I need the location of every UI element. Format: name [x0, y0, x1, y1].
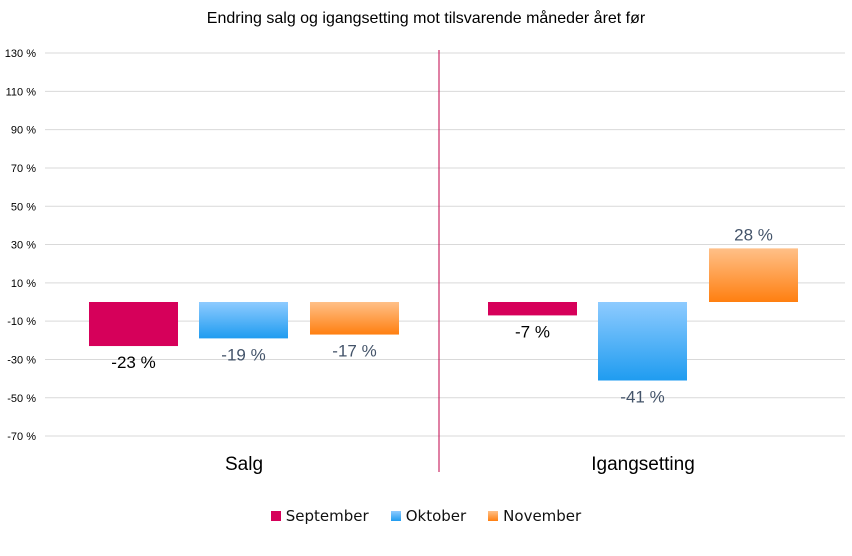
data-label: -41 %	[620, 388, 664, 407]
bar-oktober	[199, 302, 288, 339]
legend-label: Oktober	[405, 507, 467, 525]
y-tick-label: 70 %	[11, 163, 36, 175]
y-tick-label: 50 %	[11, 201, 36, 213]
y-tick-label: 90 %	[11, 125, 36, 137]
data-label: -7 %	[515, 322, 550, 341]
data-label: 28 %	[734, 225, 773, 244]
legend-label: September	[285, 507, 369, 525]
legend-item-oktober: Oktober	[390, 507, 467, 525]
legend-swatch	[270, 511, 281, 521]
legend-item-september: September	[270, 507, 369, 525]
x-category-label: Igangsetting	[591, 454, 695, 475]
x-category-label: Salg	[225, 454, 263, 475]
chart-title: Endring salg og igangsetting mot tilsvar…	[206, 10, 646, 27]
legend-item-november: November	[488, 507, 581, 525]
y-tick-label: -10 %	[7, 316, 36, 328]
plot-area: 130 % 110 % 90 % 70 % 50 % 30 % 10 % -10 % -30 %…	[5, 48, 845, 475]
data-label: -17 %	[332, 342, 376, 361]
bar-september	[89, 302, 178, 347]
data-label: -23 %	[111, 353, 155, 372]
legend: September Oktober November	[0, 507, 852, 525]
bar-oktober	[598, 302, 687, 381]
y-tick-label: 130 %	[5, 48, 36, 60]
y-tick-label: 30 %	[11, 240, 36, 252]
y-tick-label: -30 %	[7, 354, 36, 366]
y-tick-label: -70 %	[7, 431, 36, 443]
legend-label: November	[503, 507, 582, 525]
data-label: -19 %	[221, 345, 265, 364]
bar-september	[488, 302, 577, 316]
y-tick-label: 10 %	[11, 278, 36, 290]
legend-swatch	[488, 511, 499, 521]
y-tick-label: -50 %	[7, 393, 36, 405]
y-tick-label: 110 %	[6, 86, 37, 98]
bar-november	[310, 302, 399, 335]
bar-november	[709, 248, 798, 302]
legend-swatch	[390, 511, 401, 521]
